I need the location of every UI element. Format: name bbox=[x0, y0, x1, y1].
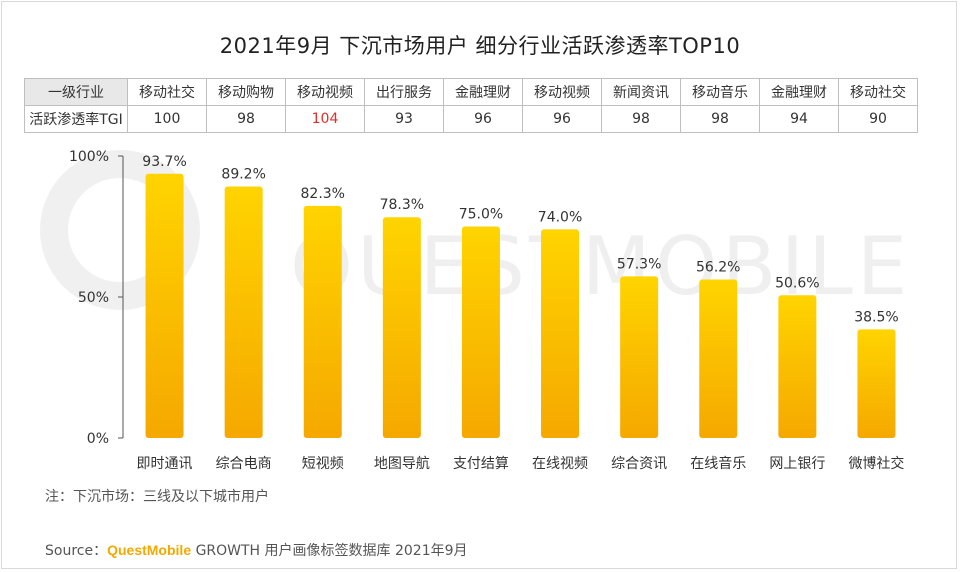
data-label: 50.6% bbox=[775, 275, 819, 291]
source-prefix: Source： bbox=[45, 543, 108, 559]
table-cell-industry: 移动社交 bbox=[127, 78, 207, 106]
source-brand: QuestMobile bbox=[107, 542, 192, 558]
data-label: 74.0% bbox=[538, 209, 582, 225]
table-row-tgi: 活跃渗透率TGI 100 98 104 93 96 96 98 98 94 90 bbox=[24, 105, 918, 133]
table-cell-industry: 移动购物 bbox=[206, 78, 286, 106]
x-tick-label: 网上银行 bbox=[769, 456, 825, 472]
table-cell-industry: 移动视频 bbox=[522, 78, 602, 106]
table-cell-tgi: 94 bbox=[759, 105, 839, 133]
bar-chart: 0% 50% 100% 93.7% 89.2% 82.3% 78.3% 75.0% 74.0%… bbox=[69, 149, 905, 472]
footnote: 注：下沉市场：三线及以下城市用户 bbox=[45, 489, 269, 505]
data-label: 78.3% bbox=[380, 197, 424, 213]
table-cell-tgi: 98 bbox=[680, 105, 760, 133]
table-cell-industry: 金融理财 bbox=[759, 78, 839, 106]
bar bbox=[224, 186, 263, 438]
y-axis: 0% 50% 100% bbox=[69, 149, 124, 447]
x-tick-label: 微博社交 bbox=[848, 455, 904, 472]
data-label: 56.2% bbox=[696, 260, 740, 276]
table-cell-tgi: 90 bbox=[838, 105, 918, 133]
x-tick-label: 短视频 bbox=[302, 456, 344, 472]
table-cell-industry: 新闻资讯 bbox=[601, 78, 681, 106]
x-tick-label: 地图导航 bbox=[374, 456, 430, 472]
tgi-table: 一级行业 移动社交 移动购物 移动视频 出行服务 金融理财 移动视频 新闻资讯 … bbox=[24, 78, 918, 133]
bar bbox=[620, 276, 659, 438]
table-cell-tgi: 100 bbox=[127, 105, 207, 133]
bar bbox=[461, 226, 500, 438]
table-cell-industry: 移动视频 bbox=[285, 78, 365, 106]
x-tick-label: 综合资讯 bbox=[611, 456, 667, 472]
table-row-label: 活跃渗透率TGI bbox=[24, 105, 128, 133]
x-tick-label: 在线视频 bbox=[532, 456, 588, 472]
y-tick-label: 50% bbox=[78, 290, 109, 306]
data-label: 57.3% bbox=[617, 256, 661, 272]
x-axis-labels: 即时通讯 综合电商 短视频 地图导航 支付结算 在线视频 综合资讯 在线音乐 网上银行 微博社交 bbox=[137, 455, 905, 472]
data-label: 75.0% bbox=[459, 207, 503, 223]
table-cell-tgi-highlight: 104 bbox=[285, 105, 365, 133]
data-label: 93.7% bbox=[142, 154, 186, 170]
bar bbox=[541, 229, 580, 438]
bar bbox=[145, 173, 184, 439]
bar bbox=[857, 329, 896, 438]
data-label: 82.3% bbox=[301, 186, 345, 202]
table-cell-tgi: 93 bbox=[364, 105, 444, 133]
source-line: Source：QuestMobile GROWTH 用户画像标签数据库 2021… bbox=[45, 540, 468, 560]
data-label: 38.5% bbox=[854, 309, 898, 325]
chart-title: 2021年9月 下沉市场用户 细分行业活跃渗透率TOP10 bbox=[219, 34, 741, 58]
bar bbox=[778, 295, 817, 438]
bar-series: 93.7% 89.2% 82.3% 78.3% 75.0% 74.0% 57.3% 56.2%… bbox=[142, 154, 899, 439]
data-label: 89.2% bbox=[221, 166, 265, 182]
x-tick-label: 支付结算 bbox=[453, 456, 509, 472]
bar bbox=[382, 217, 421, 438]
table-cell-industry: 移动社交 bbox=[838, 78, 918, 106]
bar bbox=[303, 205, 342, 438]
bar bbox=[699, 279, 738, 438]
x-tick-label: 在线音乐 bbox=[690, 455, 746, 472]
y-tick-label: 0% bbox=[87, 431, 109, 447]
table-cell-industry: 出行服务 bbox=[364, 78, 444, 106]
table-cell-tgi: 96 bbox=[443, 105, 523, 133]
x-tick-label: 即时通讯 bbox=[137, 456, 193, 472]
table-cell-tgi: 96 bbox=[522, 105, 602, 133]
x-tick-label: 综合电商 bbox=[216, 456, 272, 472]
source-text: GROWTH 用户画像标签数据库 2021年9月 bbox=[195, 543, 468, 559]
y-tick-label: 100% bbox=[69, 149, 109, 165]
table-cell-tgi: 98 bbox=[601, 105, 681, 133]
table-row-industry: 一级行业 移动社交 移动购物 移动视频 出行服务 金融理财 移动视频 新闻资讯 … bbox=[24, 78, 918, 106]
